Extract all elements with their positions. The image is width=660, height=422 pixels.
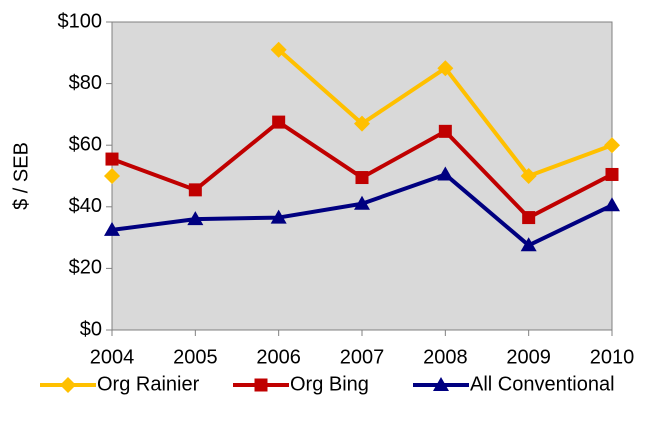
marker [604,197,620,212]
marker [187,211,204,226]
marker [105,152,119,166]
marker [522,211,536,225]
y-tick-label: $80 [69,72,102,94]
legend-label: All Conventional [470,373,615,395]
marker [270,41,287,58]
y-axis-label: $ / SEB [10,142,32,210]
legend-marker [60,377,76,393]
legend-marker [254,378,268,392]
marker [604,137,620,154]
y-tick-label: $20 [69,257,102,279]
marker [437,166,454,181]
y-tick-label: $40 [69,195,102,217]
legend-label: Org Bing [290,373,369,395]
x-tick-label: 2004 [90,346,135,368]
marker [188,183,202,197]
marker [520,168,537,184]
y-tick-label: $60 [69,133,102,155]
marker [270,209,287,224]
marker [354,195,370,210]
marker [354,115,370,132]
y-tick-label: $100 [58,10,103,32]
x-tick-label: 2009 [506,346,551,368]
legend-label: Org Rainier [97,373,200,395]
x-tick-label: 2006 [256,346,301,368]
marker [438,124,452,138]
x-tick-label: 2010 [590,346,635,368]
x-tick-label: 2005 [173,346,218,368]
marker [437,60,454,77]
y-tick-label: $0 [80,318,102,340]
marker [104,221,120,236]
x-tick-label: 2008 [423,346,468,368]
marker [605,167,619,181]
marker [520,237,537,252]
marker [272,115,286,129]
legend-marker [433,377,449,391]
x-tick-label: 2007 [340,346,385,368]
marker [355,171,369,185]
marker [104,168,120,184]
